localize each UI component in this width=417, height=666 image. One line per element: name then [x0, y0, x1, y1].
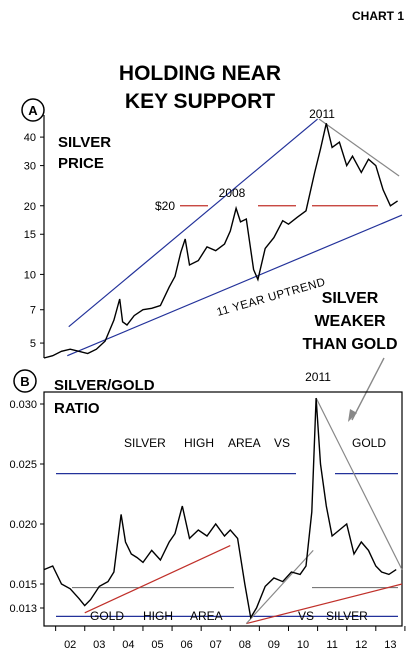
xtick-label: 02 — [64, 639, 76, 651]
xtick-label: 05 — [151, 639, 163, 651]
b-ytick-label: 0.030 — [9, 399, 37, 411]
headline-line1: HOLDING NEAR — [119, 62, 281, 85]
trendline — [68, 118, 318, 328]
trendline — [318, 118, 400, 177]
bottom-word-3: AREA — [190, 609, 223, 623]
xtick-label: 07 — [210, 639, 222, 651]
bottom-word-1: GOLD — [90, 609, 124, 623]
headline-line2: KEY SUPPORT — [125, 90, 275, 113]
panel-a-title-line2: PRICE — [58, 155, 104, 172]
top-word-1: SILVER — [124, 436, 166, 450]
label-2011-a: 2011 — [309, 107, 335, 121]
trendline — [67, 214, 403, 357]
trendline — [246, 583, 403, 625]
bottom-word-2: HIGH — [143, 609, 173, 623]
label-2011-b: 2011 — [305, 370, 331, 384]
panel-a-marker — [21, 98, 45, 122]
panel-b-title-line2: RATIO — [54, 400, 100, 417]
xtick-label: 12 — [355, 639, 367, 651]
b-ytick-label: 0.020 — [9, 519, 37, 531]
panel-a-trendlines — [67, 118, 403, 357]
callout-line2: WEAKER — [314, 313, 386, 330]
panel-b-y-ticks: 0.013 0.015 0.020 0.025 0.030 — [9, 399, 44, 615]
panel-a-marker-label: A — [28, 103, 38, 118]
a-ytick-label: 40 — [24, 132, 36, 144]
callout-line3: THAN GOLD — [302, 336, 397, 353]
silver-gold-ratio-line — [43, 397, 397, 620]
chart-label: CHART 1 — [352, 9, 404, 23]
a-ytick-label: 15 — [24, 229, 36, 241]
b-ytick-label: 0.025 — [9, 459, 37, 471]
a-ytick-label: 5 — [30, 338, 36, 350]
a-ytick-label: 10 — [24, 269, 36, 281]
bottom-word-4: VS — [298, 609, 314, 623]
top-word-4: VS — [274, 436, 290, 450]
top-word-5: GOLD — [352, 436, 386, 450]
trendline — [315, 397, 403, 570]
b-ytick-label: 0.015 — [9, 579, 37, 591]
callout-line1: SILVER — [322, 290, 379, 307]
uptrend-label: 11 YEAR UPTREND — [216, 276, 327, 319]
xtick-label: 06 — [180, 639, 192, 651]
trendline — [245, 549, 314, 625]
label-2008-a: 2008 — [219, 186, 246, 200]
callout-arrowhead — [348, 409, 357, 422]
gold-high-area-label: GOLD HIGH AREA VS SILVER — [90, 609, 368, 623]
panel-b-title-line1: SILVER/GOLD — [54, 377, 155, 394]
panel-b-frame — [43, 391, 403, 627]
panel-b-marker-label: B — [20, 374, 29, 389]
top-word-3: AREA — [228, 436, 261, 450]
xtick-label: 13 — [384, 639, 396, 651]
a-ytick-label: 20 — [24, 201, 36, 213]
xtick-label: 10 — [297, 639, 309, 651]
silver-price-line — [43, 123, 398, 359]
xtick-label: 03 — [93, 639, 105, 651]
a-ytick-label: 30 — [24, 161, 36, 173]
xtick-label: 08 — [239, 639, 251, 651]
silver-high-area-label: SILVER HIGH AREA VS GOLD — [124, 436, 386, 450]
trendline — [84, 545, 231, 614]
callout-arrow — [351, 357, 385, 421]
level-20-label: $20 — [155, 199, 175, 213]
panel-b-reference-lines — [56, 397, 403, 625]
panel-b-marker — [13, 369, 37, 393]
xtick-label: 11 — [326, 639, 337, 651]
x-axis-ticks: 02 03 04 05 06 07 08 09 10 11 12 13 — [55, 626, 406, 651]
b-ytick-label: 0.013 — [9, 603, 37, 615]
bottom-word-5: SILVER — [326, 609, 368, 623]
a-ytick-label: 7 — [30, 305, 36, 317]
panel-a-title-line1: SILVER — [58, 134, 111, 151]
xtick-label: 04 — [122, 639, 134, 651]
top-word-2: HIGH — [184, 436, 214, 450]
panel-a-y-ticks: 5 7 10 15 20 30 40 — [24, 132, 44, 350]
xtick-label: 09 — [268, 639, 280, 651]
